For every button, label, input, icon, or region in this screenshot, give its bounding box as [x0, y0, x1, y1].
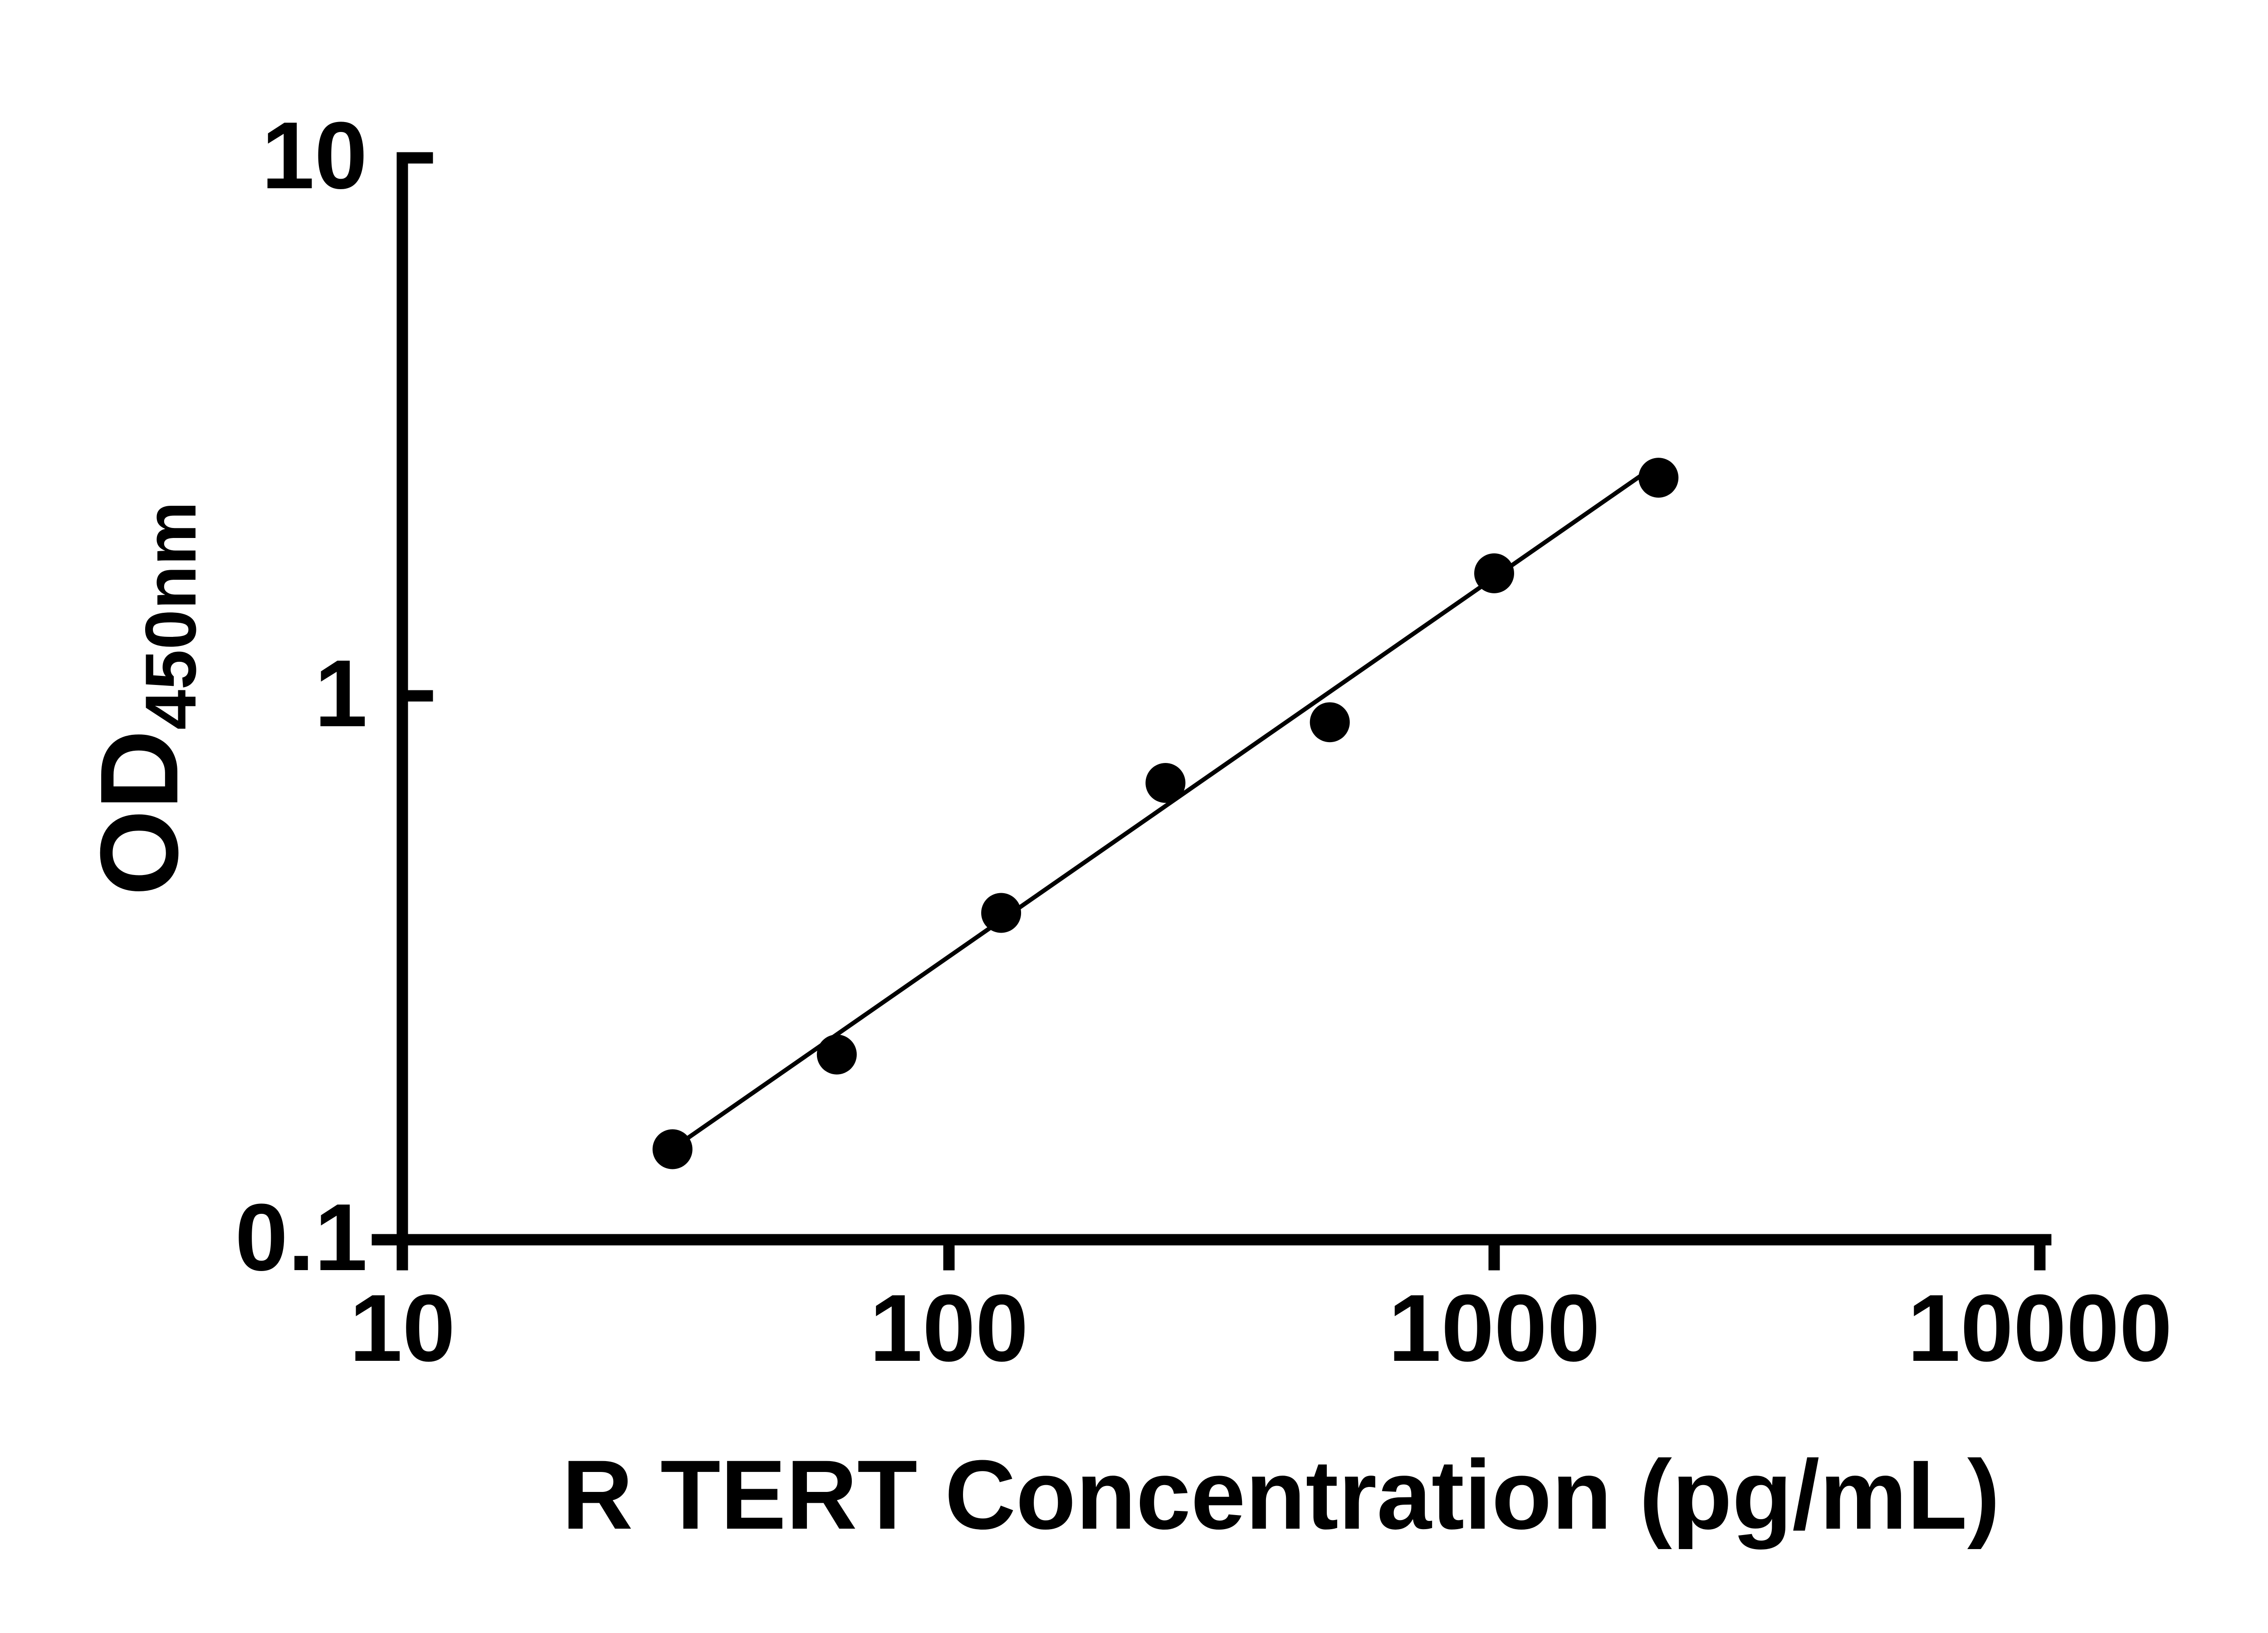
svg-text:1000: 1000	[1388, 1275, 1600, 1381]
svg-text:10: 10	[261, 102, 367, 209]
svg-text:10: 10	[349, 1275, 455, 1381]
svg-text:OD450nm: OD450nm	[77, 501, 211, 896]
svg-text:0.1: 0.1	[235, 1184, 367, 1291]
svg-text:1: 1	[314, 640, 367, 747]
svg-text:10000: 10000	[1907, 1275, 2172, 1381]
svg-text:100: 100	[870, 1275, 1028, 1381]
svg-text:R TERT Concentration (pg/mL): R TERT Concentration (pg/mL)	[562, 1440, 2000, 1550]
